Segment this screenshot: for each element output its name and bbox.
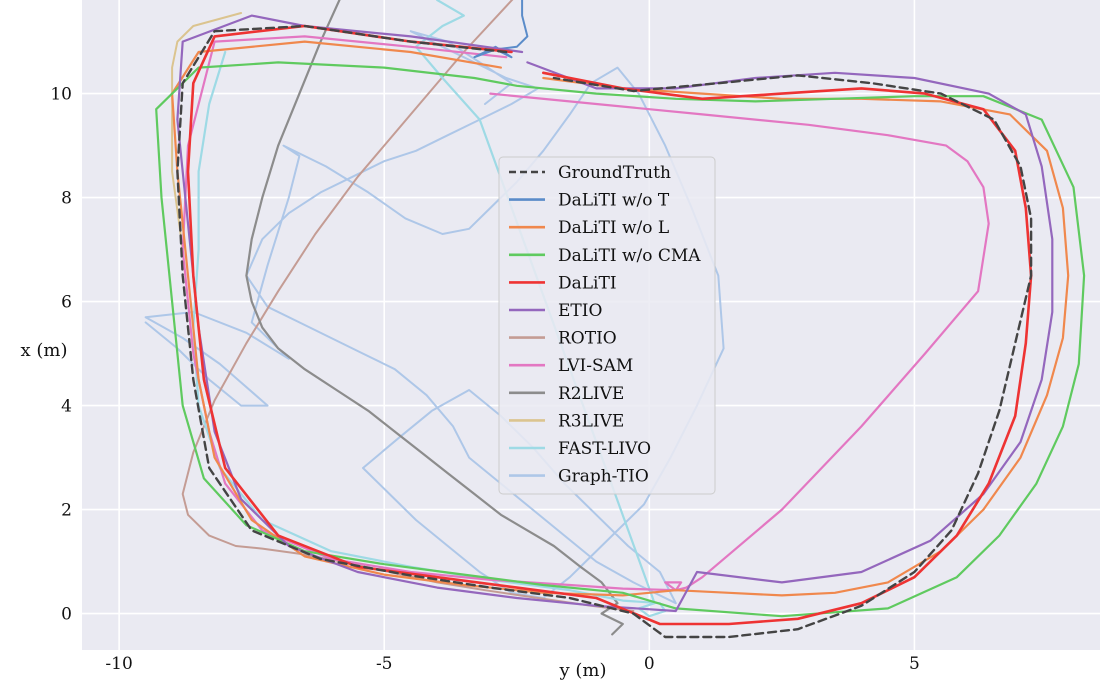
- series-line-groundtruth: [176, 24, 1033, 639]
- y-tick-label: 4: [61, 397, 72, 417]
- x-tick-label: 0: [644, 654, 655, 674]
- legend: GroundTruth DaLiTI w/o T DaLiTI w/o L DaLiT…: [498, 156, 716, 495]
- series-layer: [144, 0, 1086, 639]
- y-tick-label: 10: [50, 85, 72, 105]
- legend-entry-label: FAST-LIVO: [558, 439, 651, 459]
- legend-entry-label: ROTIO: [558, 329, 617, 349]
- y-tick-label: 6: [61, 293, 72, 313]
- x-tick-label: -5: [376, 654, 393, 674]
- legend-box: [498, 156, 716, 495]
- legend-entry-label: ETIO: [558, 301, 602, 321]
- series-line-r2live: [245, 0, 624, 636]
- x-tick-label: 5: [909, 654, 920, 674]
- series-line-lvi-sam: [181, 35, 990, 592]
- legend-entry-label: R3LIVE: [558, 411, 624, 431]
- legend-entry-label: DaLiTI w/o T: [558, 191, 670, 211]
- y-tick-label: 0: [61, 605, 72, 625]
- y-axis-label: x (m): [21, 340, 68, 361]
- tick-labels: -10 -5 0 5 0 2 4 6 8 10: [50, 85, 919, 674]
- legend-entry-label: DaLiTI w/o CMA: [558, 246, 701, 266]
- legend-entry-label: DaLiTI: [558, 273, 617, 293]
- legend-entry-label: LVI-SAM: [558, 356, 633, 376]
- y-tick-label: 8: [61, 189, 72, 209]
- series-line-graph-tio: [144, 30, 725, 605]
- series-line-daliti-w-o-l: [171, 40, 1070, 597]
- series-line-etio: [176, 14, 1054, 613]
- series-line-rotio: [181, 0, 635, 612]
- series-line-r3live: [171, 12, 243, 251]
- legend-entry-label: Graph-TIO: [558, 467, 649, 487]
- legend-entry-label: GroundTruth: [558, 163, 671, 183]
- series-line-daliti: [186, 24, 1033, 626]
- x-tick-label: -10: [105, 654, 132, 674]
- legend-entry-label: DaLiTI w/o L: [558, 218, 669, 238]
- y-tick-label: 2: [61, 501, 72, 521]
- series-line-daliti-w-o-cma: [155, 61, 1086, 618]
- legend-entry-label: R2LIVE: [558, 384, 624, 404]
- x-axis-label: y (m): [558, 660, 606, 681]
